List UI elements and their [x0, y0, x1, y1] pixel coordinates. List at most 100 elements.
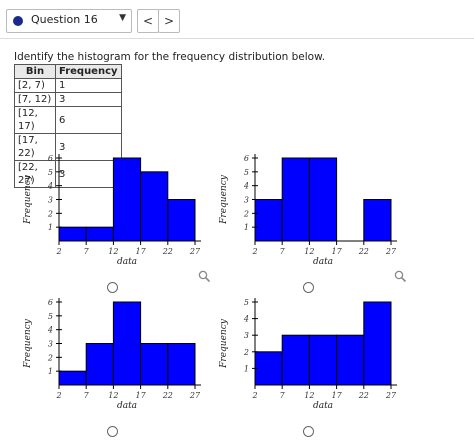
x-tick-label: 7	[280, 391, 286, 400]
y-tick-label: 2	[243, 209, 249, 218]
y-tick-label: 6	[48, 154, 53, 163]
y-axis-label: Frequency	[23, 318, 33, 369]
bin-cell: [17, 22)	[14, 133, 56, 161]
bin-cell: [2, 7)	[14, 78, 56, 93]
frequency-cell: 3	[55, 92, 122, 107]
x-tick-label: 27	[189, 247, 201, 256]
histogram-bar	[363, 301, 392, 386]
x-tick-label: 12	[304, 391, 314, 400]
y-tick-label: 2	[47, 353, 53, 362]
y-tick-label: 5	[48, 312, 53, 321]
histogram-bar	[336, 334, 365, 386]
answer-radio-d[interactable]	[303, 426, 314, 437]
histogram-bar	[254, 351, 283, 386]
bin-cell: [12, 17)	[14, 106, 56, 134]
histogram-bar	[140, 343, 169, 386]
x-tick-label: 12	[304, 247, 314, 256]
y-tick-label: 6	[48, 298, 53, 307]
next-question-button[interactable]: >	[158, 9, 180, 33]
answer-radio-a[interactable]	[107, 282, 118, 293]
table-row: [22, 27) 3	[14, 160, 122, 188]
x-tick-label: 2	[251, 391, 257, 400]
x-tick-label: 22	[358, 391, 369, 400]
x-tick-label: 27	[385, 391, 397, 400]
x-tick-label: 2	[55, 247, 61, 256]
y-tick-label: 3	[244, 196, 249, 205]
histogram-bar	[167, 343, 196, 386]
question-instructions: Identify the histogram for the frequency…	[14, 51, 326, 63]
y-tick-label: 3	[48, 340, 53, 349]
toolbar-divider	[0, 38, 474, 39]
histogram-bar	[85, 226, 114, 242]
y-tick-label: 1	[244, 364, 249, 373]
x-tick-label: 7	[280, 247, 286, 256]
y-axis-label: Frequency	[219, 174, 229, 225]
x-tick-label: 27	[189, 391, 201, 400]
histogram-bar	[308, 157, 338, 242]
question-select[interactable]: Question 16 ▼	[6, 9, 132, 33]
y-tick-label: 6	[244, 154, 249, 163]
histogram-bar	[363, 199, 392, 242]
y-tick-label: 3	[244, 331, 249, 340]
histogram-bar	[58, 226, 87, 242]
y-tick-label: 4	[47, 182, 53, 191]
histogram-bar	[58, 370, 87, 386]
question-status-dot	[13, 16, 23, 26]
y-tick-label: 4	[47, 326, 53, 335]
table-row: [12, 17) 6	[14, 106, 122, 134]
magnify-icon[interactable]	[198, 270, 211, 283]
frequency-cell: 1	[55, 78, 122, 93]
column-header-bin: Bin	[14, 64, 56, 79]
table-row: [2, 7) 1	[14, 78, 122, 93]
x-axis-label: data	[313, 401, 333, 411]
magnify-icon[interactable]	[394, 270, 407, 283]
bin-cell: [7, 12)	[14, 92, 56, 107]
y-tick-label: 1	[244, 223, 249, 232]
x-tick-label: 12	[108, 391, 118, 400]
x-axis-label: data	[117, 401, 137, 411]
y-tick-label: 5	[244, 298, 249, 307]
x-tick-label: 2	[55, 391, 61, 400]
x-axis-label: data	[313, 257, 333, 267]
y-tick-label: 1	[48, 367, 53, 376]
histogram-bar	[112, 301, 142, 386]
y-tick-label: 2	[47, 209, 53, 218]
x-tick-label: 27	[385, 247, 397, 256]
histogram-bar	[281, 157, 310, 242]
y-tick-label: 2	[243, 348, 249, 357]
histogram-bar	[167, 199, 196, 242]
y-tick-label: 5	[244, 168, 249, 177]
y-tick-label: 1	[48, 223, 53, 232]
answer-radio-b[interactable]	[303, 282, 314, 293]
histogram-bar	[112, 157, 142, 242]
frequency-cell: 3	[55, 160, 122, 188]
question-toolbar: Question 16 ▼ < >	[0, 0, 474, 38]
previous-question-button[interactable]: <	[137, 9, 159, 33]
y-tick-label: 5	[48, 168, 53, 177]
x-tick-label: 17	[332, 391, 343, 400]
answer-radio-c[interactable]	[107, 426, 118, 437]
y-axis-label: Frequency	[23, 174, 33, 225]
x-tick-label: 22	[358, 247, 369, 256]
x-tick-label: 17	[136, 247, 147, 256]
x-tick-label: 17	[136, 391, 147, 400]
x-tick-label: 7	[84, 391, 90, 400]
frequency-cell: 6	[55, 106, 122, 134]
histogram-bar	[308, 334, 338, 386]
column-header-frequency: Frequency	[55, 64, 122, 79]
y-tick-label: 3	[48, 196, 53, 205]
y-tick-label: 4	[243, 315, 249, 324]
table-row: [7, 12) 3	[14, 92, 122, 107]
histogram-bar	[254, 199, 283, 242]
x-axis-label: data	[117, 257, 137, 267]
frequency-table: Bin Frequency [2, 7) 1 [7, 12) 3 [12, 17) 6…	[14, 64, 122, 188]
x-tick-label: 7	[84, 247, 90, 256]
x-tick-label: 22	[162, 247, 173, 256]
y-axis-label: Frequency	[219, 318, 229, 369]
bin-cell: [22, 27)	[14, 160, 56, 188]
histogram-bar	[85, 343, 114, 386]
